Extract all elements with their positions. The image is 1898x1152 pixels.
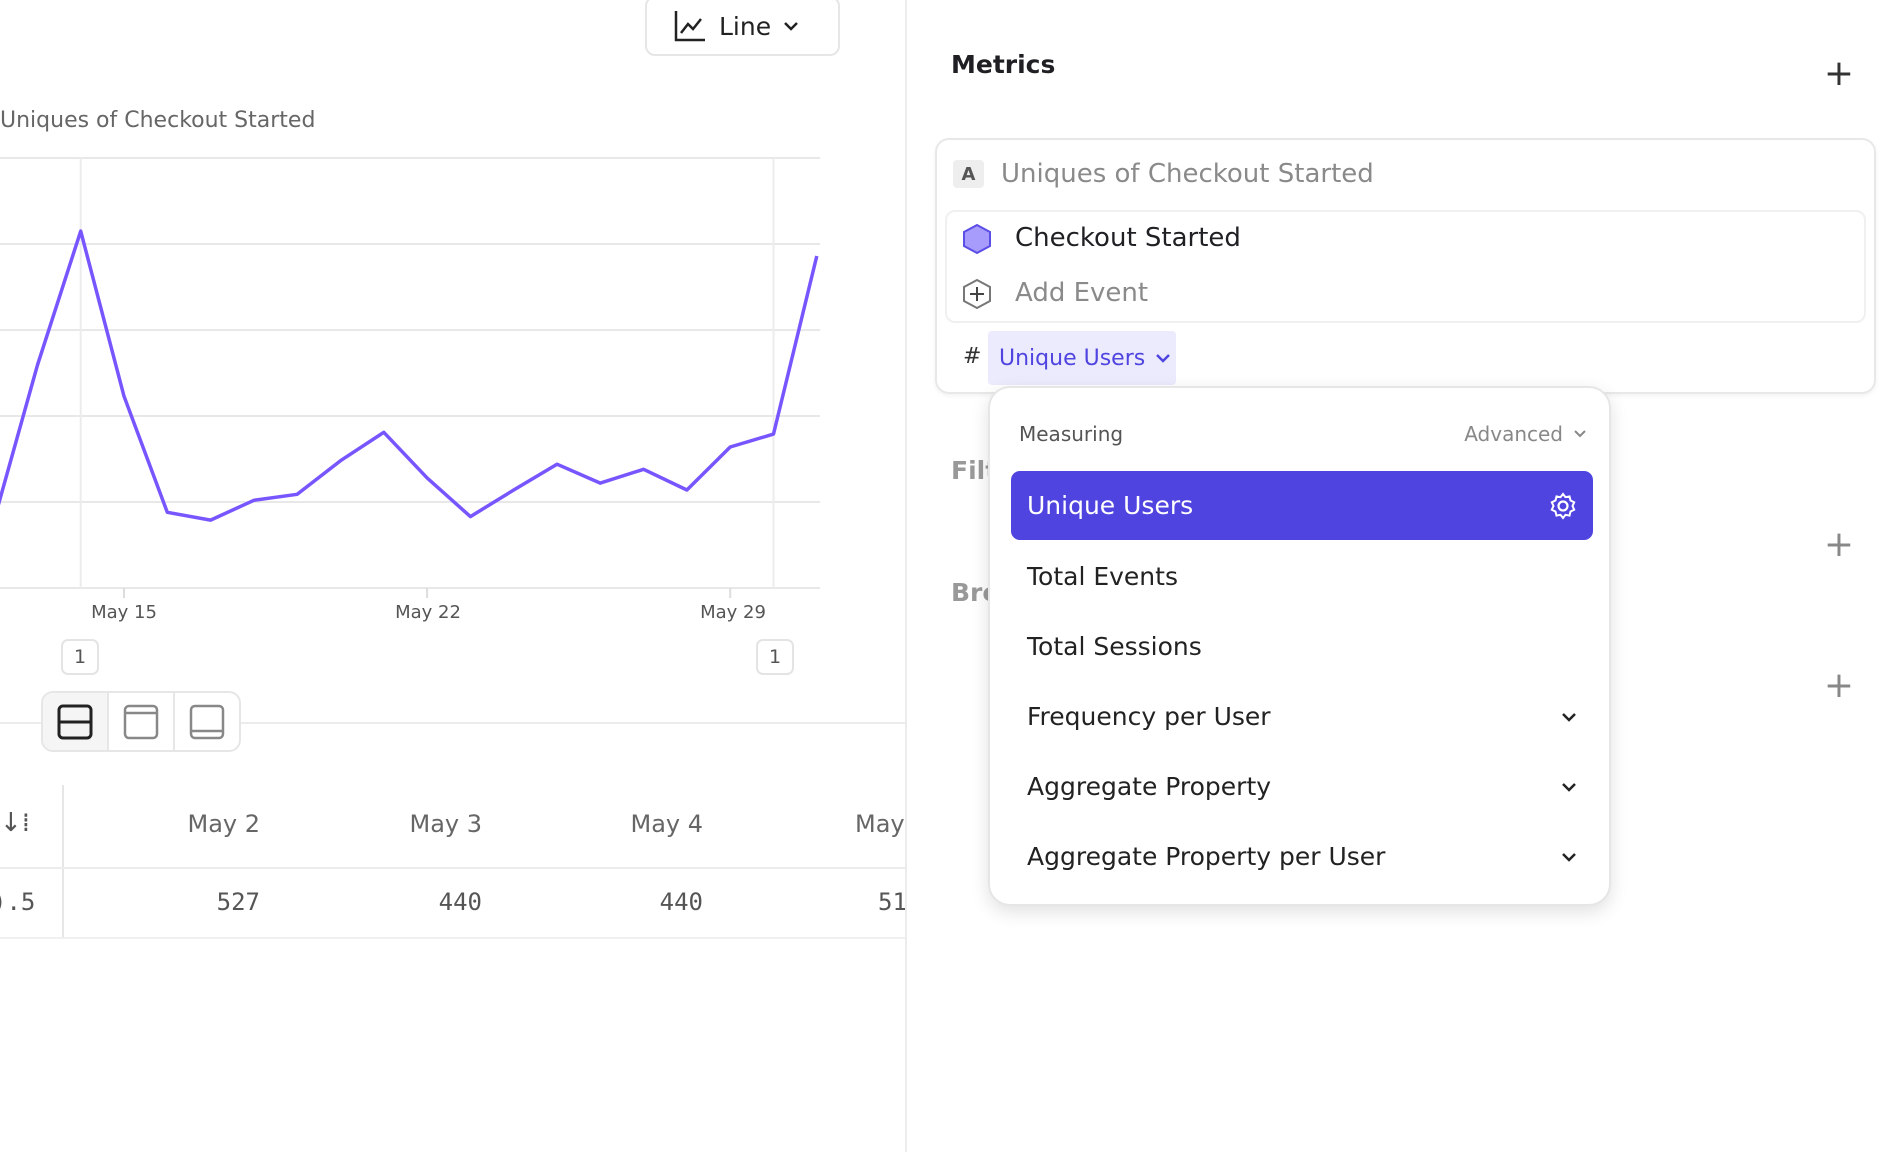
menu-item-label: Aggregate Property bbox=[1027, 772, 1272, 801]
bottom-panel-icon bbox=[189, 704, 225, 739]
menu-item-label: Aggregate Property per User bbox=[1027, 842, 1386, 871]
menu-item[interactable]: Total Sessions bbox=[1011, 612, 1593, 681]
menu-item[interactable]: Aggregate Property bbox=[1011, 752, 1593, 821]
table-cell: 527 bbox=[216, 888, 260, 916]
table-cell: 440 bbox=[659, 888, 703, 916]
column-header[interactable]: May bbox=[855, 810, 905, 838]
add-metric-icon[interactable]: + bbox=[1823, 53, 1855, 94]
column-header[interactable]: May 2 bbox=[187, 810, 260, 838]
annotation-badge[interactable]: 1 bbox=[61, 639, 99, 675]
row-divider bbox=[0, 937, 905, 939]
menu-header: Measuring bbox=[1019, 422, 1124, 446]
menu-item[interactable]: Total Events bbox=[1011, 542, 1593, 611]
column-header[interactable]: May 3 bbox=[409, 810, 482, 838]
column-header[interactable]: May 4 bbox=[630, 810, 703, 838]
event-hexagon-icon bbox=[963, 223, 991, 255]
x-tick-label: May 22 bbox=[395, 602, 461, 623]
layout-toggle bbox=[41, 691, 241, 752]
split-view-icon bbox=[57, 704, 93, 739]
panel-divider bbox=[905, 0, 907, 1152]
x-tick-label: May 29 bbox=[700, 602, 766, 623]
metric-name[interactable]: Uniques of Checkout Started bbox=[1001, 159, 1374, 189]
menu-item[interactable]: Aggregate Property per User bbox=[1011, 822, 1593, 891]
add-breakdown-icon[interactable]: + bbox=[1823, 665, 1855, 706]
add-event-button[interactable]: Add Event bbox=[1015, 278, 1149, 308]
sort-icon[interactable]: ↓⁞ bbox=[0, 808, 31, 838]
table-cell: ).5 bbox=[0, 888, 36, 916]
line-chart[interactable] bbox=[0, 0, 905, 700]
chart-type-label: Line bbox=[719, 11, 772, 41]
advanced-label: Advanced bbox=[1464, 422, 1563, 446]
bottom-panel-button[interactable] bbox=[175, 693, 239, 750]
measure-dropdown[interactable]: Unique Users bbox=[988, 331, 1176, 385]
menu-item-label: Unique Users bbox=[1027, 491, 1194, 520]
menu-item-label: Total Events bbox=[1027, 562, 1178, 591]
header-divider bbox=[0, 867, 905, 869]
chart-area: Line Uniques of Checkout Started May 15 … bbox=[0, 0, 905, 1152]
chevron-down-icon[interactable] bbox=[1561, 711, 1577, 723]
chevron-down-icon bbox=[1574, 430, 1586, 438]
menu-item[interactable]: Frequency per User bbox=[1011, 682, 1593, 751]
table-cell: 440 bbox=[438, 888, 482, 916]
chevron-down-icon bbox=[1156, 354, 1171, 363]
add-event-icon[interactable] bbox=[961, 278, 993, 310]
hash-icon: # bbox=[963, 344, 982, 369]
chart-title: Uniques of Checkout Started bbox=[0, 108, 316, 133]
measure-menu: Measuring Advanced Unique Users Total Eve… bbox=[988, 386, 1611, 906]
chevron-down-icon[interactable] bbox=[1561, 851, 1577, 863]
event-name[interactable]: Checkout Started bbox=[1015, 223, 1241, 253]
measure-label: Unique Users bbox=[999, 345, 1146, 371]
add-filter-icon[interactable]: + bbox=[1823, 524, 1855, 565]
column-divider bbox=[62, 785, 64, 937]
line-chart-icon bbox=[674, 11, 705, 42]
chart-type-dropdown[interactable]: Line bbox=[645, 0, 840, 56]
gear-icon[interactable] bbox=[1549, 491, 1577, 520]
annotation-badge[interactable]: 1 bbox=[756, 639, 794, 675]
chevron-down-icon[interactable] bbox=[1561, 781, 1577, 793]
chevron-down-icon bbox=[784, 22, 798, 31]
split-view-button[interactable] bbox=[43, 693, 109, 750]
table-cell: 51 bbox=[878, 888, 905, 916]
top-panel-button[interactable] bbox=[109, 693, 175, 750]
menu-item-label: Frequency per User bbox=[1027, 702, 1271, 731]
menu-item[interactable]: Unique Users bbox=[1011, 471, 1593, 540]
metric-letter-badge: A bbox=[953, 160, 984, 188]
event-box bbox=[945, 210, 1866, 323]
metrics-title: Metrics bbox=[951, 50, 1056, 79]
advanced-toggle[interactable]: Advanced bbox=[1464, 422, 1587, 446]
series-line bbox=[0, 229, 819, 522]
x-tick-label: May 15 bbox=[91, 602, 157, 623]
divider bbox=[0, 722, 905, 724]
top-panel-icon bbox=[123, 704, 159, 739]
menu-item-label: Total Sessions bbox=[1027, 632, 1202, 661]
